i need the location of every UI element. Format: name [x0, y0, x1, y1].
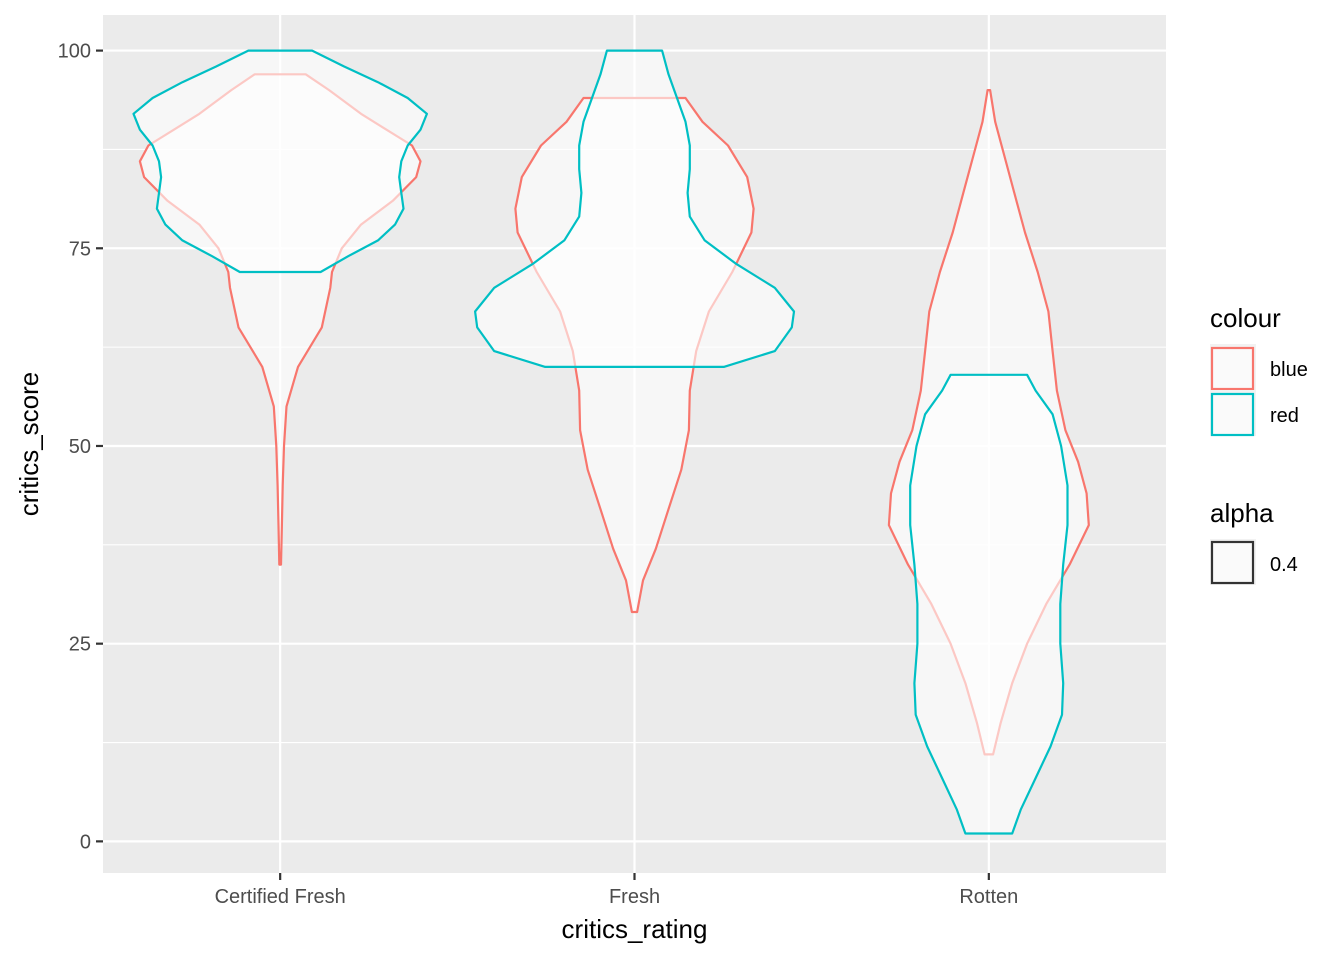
y-tick-label: 25	[69, 634, 91, 656]
x-tick-label: Certified Fresh	[215, 886, 346, 908]
violin-red-fresh	[474, 49, 796, 368]
legend-key-alpha: 0.4	[1210, 539, 1298, 585]
legend-colour-title: colour	[1210, 303, 1281, 333]
y-axis-title: critics_score	[14, 372, 44, 516]
legend-label-blue: blue	[1270, 359, 1308, 381]
y-tick-label: 75	[69, 238, 91, 260]
legend-key-red: red	[1210, 390, 1299, 437]
y-tick-label: 50	[69, 436, 91, 458]
violins	[132, 49, 1090, 835]
x-axis: Certified Fresh Fresh Rotten	[215, 873, 1018, 908]
y-tick-label: 100	[58, 41, 91, 63]
x-tick-label: Rotten	[959, 886, 1018, 908]
legend-key-red-swatch	[1210, 392, 1255, 437]
legend-label-alpha: 0.4	[1270, 554, 1298, 576]
legend-label-red: red	[1270, 405, 1299, 427]
x-tick-label: Fresh	[609, 886, 660, 908]
violin-red-rotten	[909, 373, 1069, 835]
legend-key-alpha-swatch	[1210, 540, 1255, 585]
violin-red-certified-fresh	[132, 49, 428, 274]
x-axis-title: critics_rating	[562, 914, 708, 944]
y-axis: 0 25 50 75 100	[58, 41, 103, 853]
legend-key-blue-swatch	[1210, 346, 1255, 391]
legend: colour blue red alpha 0.4	[1210, 303, 1308, 585]
legend-alpha-title: alpha	[1210, 498, 1274, 528]
y-tick-label: 0	[80, 831, 91, 853]
legend-key-blue: blue	[1210, 344, 1308, 391]
